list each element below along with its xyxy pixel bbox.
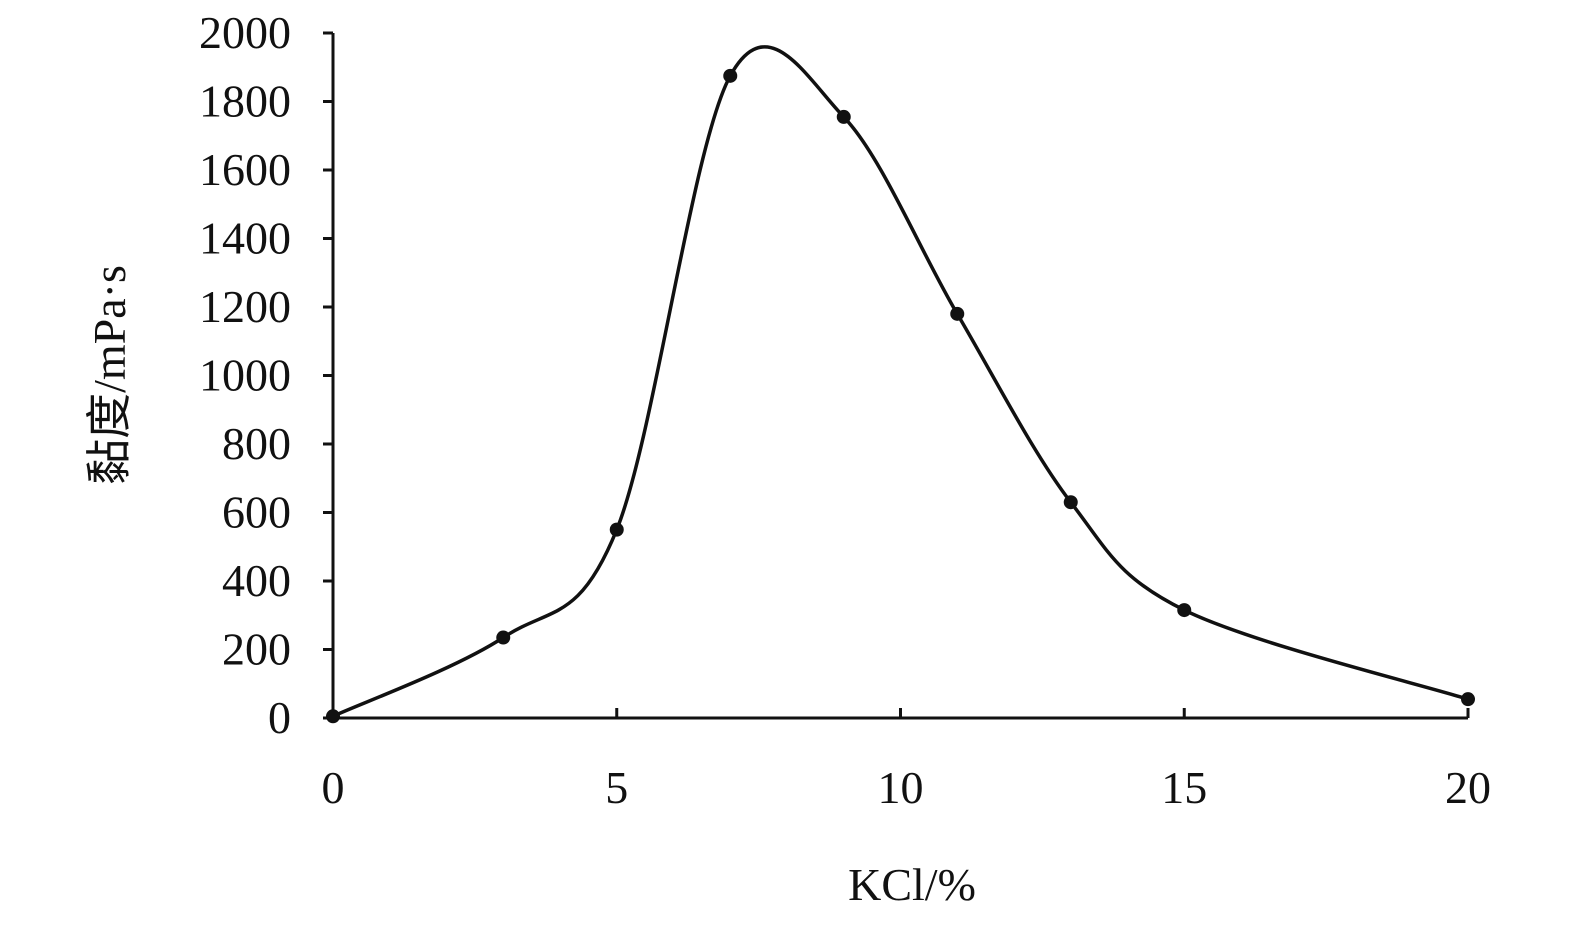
axes bbox=[331, 33, 1468, 720]
x-axis-title: KCl/% bbox=[848, 859, 976, 910]
data-point bbox=[609, 522, 624, 537]
y-tick-label: 1200 bbox=[199, 281, 291, 332]
data-point bbox=[1063, 495, 1078, 510]
y-tick-label: 2000 bbox=[199, 7, 291, 58]
y-tick-label: 1600 bbox=[199, 144, 291, 195]
data-point bbox=[836, 109, 851, 124]
y-tick-label: 600 bbox=[222, 487, 291, 538]
data-point bbox=[1177, 603, 1192, 618]
x-tick-label: 20 bbox=[1445, 762, 1491, 813]
y-tick-label: 400 bbox=[222, 555, 291, 606]
y-tick-label: 1400 bbox=[199, 213, 291, 264]
data-point bbox=[496, 630, 511, 645]
series bbox=[326, 45, 1475, 724]
data-point bbox=[326, 709, 340, 724]
y-tick-label: 200 bbox=[222, 624, 291, 675]
x-tick-label: 15 bbox=[1161, 762, 1207, 813]
y-tick-label: 1800 bbox=[199, 76, 291, 127]
x-tick-label: 5 bbox=[605, 762, 628, 813]
y-tick-label: 1000 bbox=[199, 350, 291, 401]
y-ticks: 0 200 400 600 800 1000 1200 1400 1600 1800 2000 bbox=[199, 7, 333, 743]
series-line bbox=[332, 45, 1469, 718]
y-tick-label: 0 bbox=[268, 692, 291, 743]
data-point bbox=[1461, 692, 1475, 707]
data-point bbox=[723, 68, 738, 83]
x-tick-label: 0 bbox=[322, 762, 345, 813]
y-axis-title: 黏度/mPa·s bbox=[84, 265, 135, 485]
x-ticks: 0 5 10 15 20 bbox=[322, 708, 1491, 813]
data-point bbox=[950, 306, 965, 321]
y-tick-label: 800 bbox=[222, 418, 291, 469]
x-tick-label: 10 bbox=[878, 762, 924, 813]
